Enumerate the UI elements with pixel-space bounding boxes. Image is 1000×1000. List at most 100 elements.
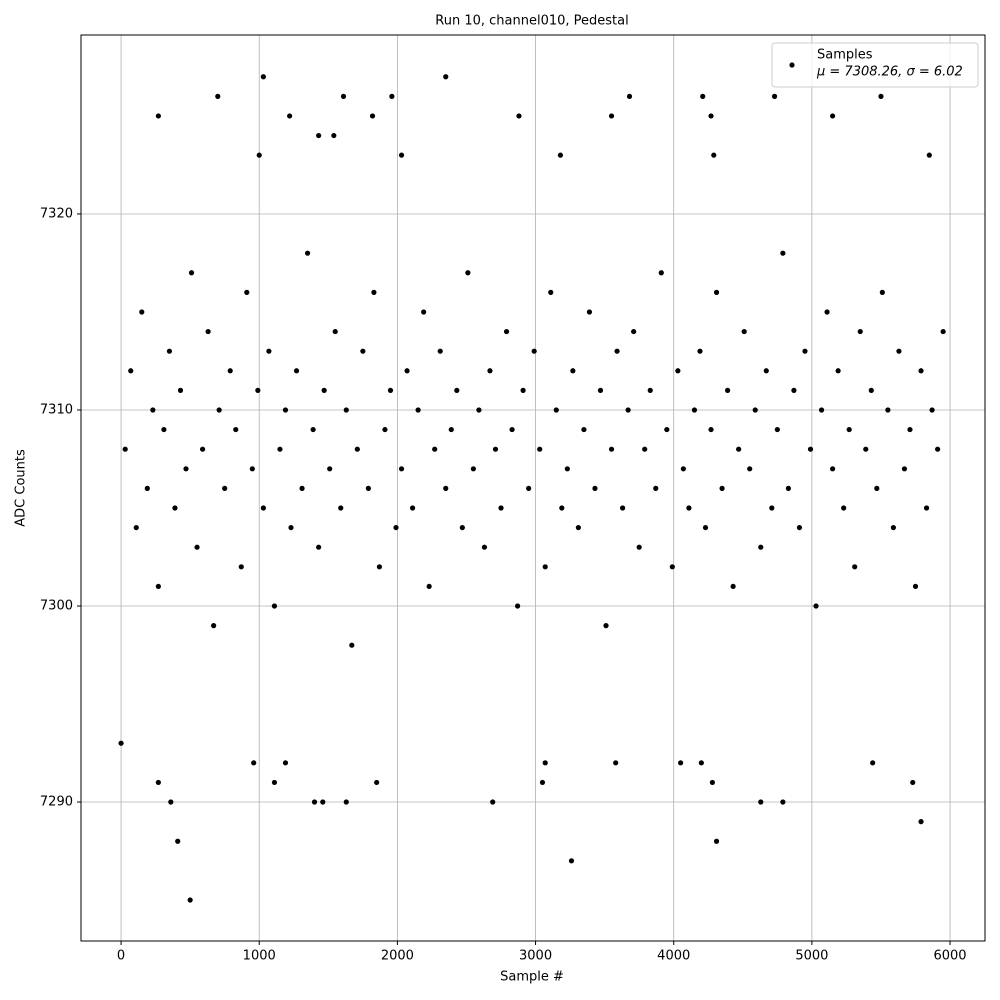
data-point [626, 93, 633, 99]
data-point [168, 799, 174, 805]
data-point [763, 368, 769, 374]
data-point [608, 113, 615, 119]
data-point [177, 387, 184, 393]
data-point [338, 505, 344, 511]
data-point [514, 603, 521, 609]
data-point [222, 485, 228, 491]
data-point [796, 524, 803, 531]
data-point [227, 368, 233, 374]
data-point [421, 309, 427, 315]
data-point [896, 348, 902, 354]
data-point [316, 132, 322, 139]
data-point [807, 446, 814, 452]
y-tick-label: 7320 [40, 206, 73, 221]
data-point [304, 250, 311, 256]
data-point [360, 348, 366, 354]
data-point [509, 426, 515, 433]
data-point [926, 152, 932, 158]
data-point [398, 466, 405, 472]
data-point [658, 270, 664, 276]
y-tick-label: 7300 [40, 599, 73, 614]
data-point [354, 446, 360, 452]
data-point [150, 407, 156, 413]
data-point [365, 485, 371, 491]
data-point [791, 387, 797, 393]
data-point [166, 348, 173, 354]
data-point [404, 368, 410, 374]
data-point [830, 466, 836, 472]
data-point [680, 466, 686, 472]
data-point [564, 466, 570, 472]
data-point [382, 426, 388, 433]
data-point [771, 93, 778, 99]
data-point [813, 603, 819, 609]
data-point [216, 407, 222, 413]
data-point [852, 564, 858, 570]
data-point [581, 426, 587, 433]
data-point [376, 564, 383, 570]
data-point [293, 368, 300, 374]
data-point [780, 799, 786, 805]
data-point [747, 466, 753, 472]
data-point [175, 838, 181, 844]
data-point [719, 485, 725, 491]
x-axis-label: Sample # [500, 970, 564, 985]
data-point [531, 348, 537, 354]
data-point [183, 466, 189, 472]
data-point [316, 544, 322, 550]
data-point [327, 466, 333, 472]
data-point [935, 446, 941, 452]
data-point [708, 113, 714, 119]
legend-box [771, 42, 979, 88]
y-axis-label: ADC Counts [14, 449, 29, 527]
data-point [912, 583, 919, 590]
data-point [708, 426, 714, 433]
x-tick-label: 1000 [243, 949, 276, 964]
data-point [697, 348, 703, 354]
data-point [238, 564, 244, 570]
data-point [835, 368, 841, 374]
data-point [287, 113, 293, 119]
data-point [664, 426, 670, 433]
data-point [271, 603, 278, 609]
data-point [128, 368, 134, 374]
data-point [415, 407, 421, 413]
data-point [443, 74, 449, 80]
data-point [487, 368, 493, 374]
data-point [188, 270, 195, 276]
data-point [874, 485, 880, 491]
data-point [885, 407, 891, 413]
data-point [389, 93, 395, 99]
data-point [249, 466, 255, 472]
data-point [863, 446, 869, 452]
data-point [260, 74, 266, 80]
data-point [443, 485, 449, 491]
data-point [918, 819, 924, 825]
data-point [613, 760, 619, 766]
data-point [619, 505, 626, 511]
data-point [625, 407, 631, 413]
data-point [929, 407, 935, 413]
data-point [520, 387, 526, 393]
data-point [841, 505, 847, 511]
data-point [492, 446, 499, 452]
data-point [199, 446, 206, 452]
data-point [432, 446, 438, 452]
data-point [586, 309, 593, 315]
data-point [769, 505, 775, 511]
data-point [923, 505, 930, 511]
data-point [907, 426, 913, 433]
data-point [548, 289, 554, 295]
data-point [260, 505, 266, 511]
data-point [642, 446, 648, 452]
data-point [271, 779, 278, 786]
data-point [369, 113, 376, 119]
data-point [277, 446, 283, 452]
data-point [686, 505, 692, 511]
data-point [256, 152, 262, 158]
data-point [387, 387, 394, 393]
data-point [570, 368, 576, 374]
data-point [118, 740, 124, 746]
y-tick-label: 7290 [40, 795, 73, 810]
